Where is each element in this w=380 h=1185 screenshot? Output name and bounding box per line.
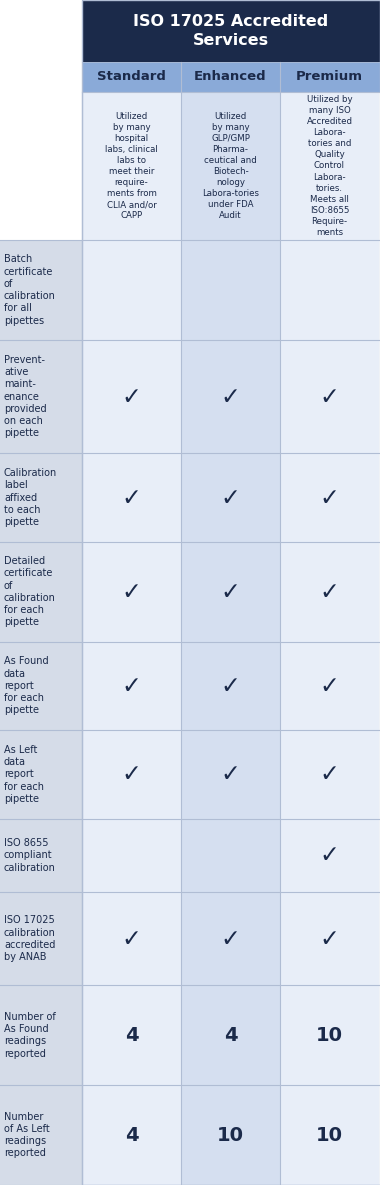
- Bar: [280, 730, 379, 819]
- Text: ✓: ✓: [320, 674, 339, 698]
- Text: Calibration
label
affixed
to each
pipette: Calibration label affixed to each pipett…: [4, 468, 57, 527]
- Bar: [181, 92, 280, 241]
- Text: As Left
data
report
for each
pipette: As Left data report for each pipette: [4, 745, 44, 803]
- Text: 4: 4: [125, 1026, 138, 1045]
- Text: 10: 10: [316, 1026, 343, 1045]
- Text: ✓: ✓: [122, 674, 141, 698]
- Text: Standard: Standard: [97, 70, 166, 83]
- Text: ✓: ✓: [221, 486, 241, 510]
- Bar: [280, 454, 379, 542]
- Text: As Found
data
report
for each
pipette: As Found data report for each pipette: [4, 656, 49, 716]
- Bar: [82, 730, 181, 819]
- Bar: [181, 730, 280, 819]
- Bar: [82, 62, 380, 92]
- Bar: [181, 1085, 280, 1185]
- Text: ✓: ✓: [221, 674, 241, 698]
- Text: ✓: ✓: [221, 579, 241, 603]
- Text: ✓: ✓: [320, 927, 339, 950]
- Text: Utilized
by many
GLP/GMP
Pharma-
ceutical and
Biotech-
nology
Labora-tories
unde: Utilized by many GLP/GMP Pharma- ceutica…: [202, 111, 259, 220]
- Bar: [181, 892, 280, 986]
- Bar: [280, 92, 379, 241]
- Text: ISO 17025 Accredited
Services: ISO 17025 Accredited Services: [133, 14, 329, 47]
- Bar: [181, 542, 280, 641]
- Bar: [0, 542, 82, 641]
- Bar: [280, 641, 379, 730]
- Text: ISO 17025
calibration
accredited
by ANAB: ISO 17025 calibration accredited by ANAB: [4, 916, 56, 962]
- Bar: [0, 641, 82, 730]
- Text: ✓: ✓: [122, 762, 141, 787]
- Text: Number of
As Found
readings
reported: Number of As Found readings reported: [4, 1012, 56, 1058]
- Bar: [280, 892, 379, 986]
- Text: ✓: ✓: [221, 385, 241, 409]
- Text: Utilized by
many ISO
Accredited
Labora-
tories and
Quality
Control
Labora-
torie: Utilized by many ISO Accredited Labora- …: [307, 95, 353, 237]
- Bar: [82, 0, 380, 62]
- Bar: [0, 454, 82, 542]
- Text: Utilized
by many
hospital
labs, clinical
labs to
meet their
require-
ments from
: Utilized by many hospital labs, clinical…: [105, 111, 158, 220]
- Text: ✓: ✓: [122, 385, 141, 409]
- Bar: [82, 892, 181, 986]
- Text: ✓: ✓: [221, 927, 241, 950]
- Bar: [82, 454, 181, 542]
- Text: ✓: ✓: [122, 927, 141, 950]
- Bar: [82, 340, 181, 454]
- Text: Prevent-
ative
maint-
enance
provided
on each
pipette: Prevent- ative maint- enance provided on…: [4, 354, 47, 438]
- Text: ✓: ✓: [320, 486, 339, 510]
- Text: ✓: ✓: [320, 844, 339, 867]
- Bar: [0, 62, 82, 92]
- Bar: [280, 1085, 379, 1185]
- Text: Enhanced: Enhanced: [194, 70, 267, 83]
- Text: Detailed
certificate
of
calibration
for each
pipette: Detailed certificate of calibration for …: [4, 556, 56, 627]
- Bar: [280, 340, 379, 454]
- Bar: [82, 241, 181, 340]
- Bar: [0, 0, 82, 62]
- Bar: [0, 892, 82, 986]
- Text: 4: 4: [125, 1126, 138, 1145]
- Bar: [280, 986, 379, 1085]
- Bar: [82, 986, 181, 1085]
- Bar: [181, 454, 280, 542]
- Text: ✓: ✓: [320, 762, 339, 787]
- Bar: [0, 92, 82, 241]
- Bar: [82, 819, 181, 892]
- Bar: [181, 641, 280, 730]
- Bar: [181, 986, 280, 1085]
- Bar: [0, 340, 82, 454]
- Bar: [181, 819, 280, 892]
- Text: ✓: ✓: [320, 579, 339, 603]
- Text: ✓: ✓: [221, 762, 241, 787]
- Text: 10: 10: [316, 1126, 343, 1145]
- Bar: [0, 819, 82, 892]
- Bar: [82, 0, 380, 1185]
- Text: ISO 8655
compliant
calibration: ISO 8655 compliant calibration: [4, 838, 56, 872]
- Text: Batch
certificate
of
calibration
for all
pipettes: Batch certificate of calibration for all…: [4, 255, 56, 326]
- Bar: [0, 241, 82, 340]
- Bar: [0, 986, 82, 1085]
- Text: ✓: ✓: [320, 385, 339, 409]
- Bar: [0, 730, 82, 819]
- Bar: [181, 340, 280, 454]
- Bar: [82, 542, 181, 641]
- Bar: [181, 241, 280, 340]
- Text: 10: 10: [217, 1126, 244, 1145]
- Text: Premium: Premium: [296, 70, 363, 83]
- Text: ✓: ✓: [122, 579, 141, 603]
- Bar: [82, 641, 181, 730]
- Text: 4: 4: [224, 1026, 238, 1045]
- Text: ✓: ✓: [122, 486, 141, 510]
- Bar: [82, 1085, 181, 1185]
- Text: Number
of As Left
readings
reported: Number of As Left readings reported: [4, 1112, 50, 1159]
- Bar: [280, 819, 379, 892]
- Bar: [280, 542, 379, 641]
- Bar: [82, 92, 181, 241]
- Bar: [0, 1085, 82, 1185]
- Bar: [280, 241, 379, 340]
